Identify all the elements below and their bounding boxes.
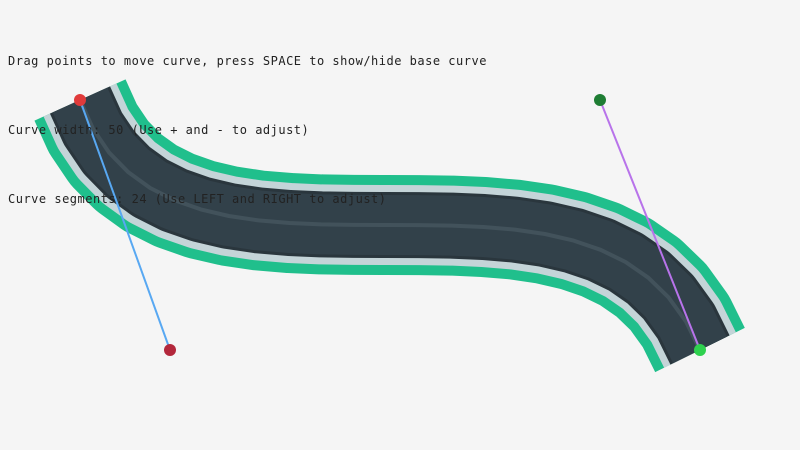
road-band-center-line <box>78 99 702 351</box>
control-point-p1[interactable] <box>164 344 176 356</box>
control-point-p2[interactable] <box>594 94 606 106</box>
handle-line-p0-p1 <box>79 99 171 351</box>
control-point-p3[interactable] <box>694 344 706 356</box>
instructions-line-3: Curve segments: 24 (Use LEFT and RIGHT t… <box>8 192 387 206</box>
instructions-line-1: Drag points to move curve, press SPACE t… <box>8 54 487 68</box>
instructions-line-2: Curve width: 50 (Use + and - to adjust) <box>8 123 310 137</box>
instructions-panel: Drag points to move curve, press SPACE t… <box>8 4 487 257</box>
control-point-p0[interactable] <box>74 94 86 106</box>
handle-line-p3-p2 <box>599 99 701 351</box>
